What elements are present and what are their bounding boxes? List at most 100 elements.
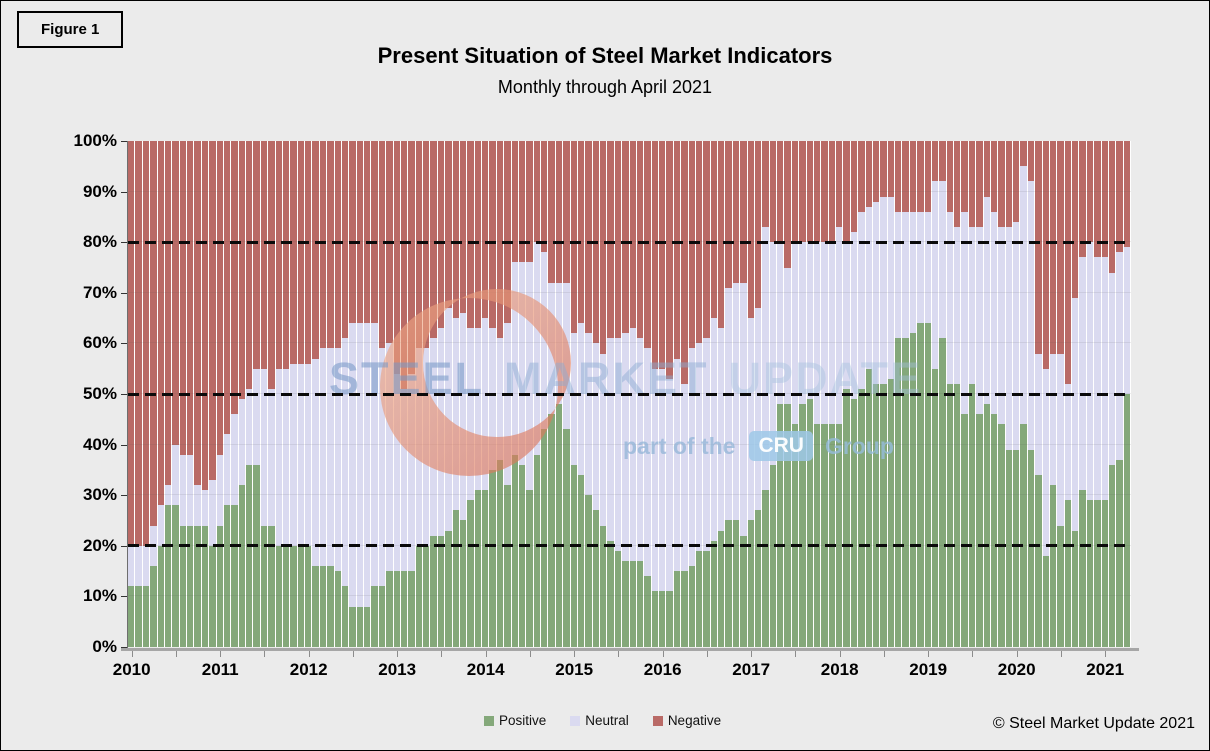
segment-negative <box>939 141 946 182</box>
segment-positive <box>563 429 570 647</box>
segment-positive <box>828 424 835 647</box>
segment-neutral <box>703 338 710 551</box>
segment-negative <box>732 141 740 283</box>
segment-negative <box>1013 141 1020 222</box>
segment-neutral <box>636 338 644 561</box>
segment-positive <box>577 474 585 647</box>
segment-positive <box>135 586 142 647</box>
segment-negative <box>364 141 371 324</box>
segment-neutral <box>983 196 990 405</box>
segment-positive <box>806 399 813 647</box>
y-axis-tick <box>121 647 127 648</box>
segment-positive <box>526 490 533 647</box>
segment-negative <box>164 141 172 486</box>
y-axis-tick <box>121 495 127 497</box>
x-axis-label-2018: 2018 <box>820 660 859 679</box>
segment-positive <box>194 525 201 647</box>
segment-neutral <box>430 338 437 536</box>
y-axis-label-80: 80% <box>82 232 117 252</box>
segment-positive <box>585 495 592 647</box>
stacked-bars <box>128 141 1131 647</box>
segment-positive <box>872 383 880 647</box>
segment-positive <box>496 459 504 647</box>
x-axis-label-2016: 2016 <box>643 660 682 679</box>
segment-neutral <box>931 181 939 369</box>
segment-negative <box>990 141 998 212</box>
positive-swatch-icon <box>484 715 494 726</box>
segment-neutral <box>142 545 150 587</box>
segment-positive <box>349 606 356 647</box>
segment-neutral <box>290 363 297 546</box>
segment-negative <box>496 141 504 339</box>
segment-negative <box>813 141 821 243</box>
segment-neutral <box>474 328 481 491</box>
segment-positive <box>695 550 703 647</box>
x-axis-tick <box>618 651 620 657</box>
segment-neutral <box>1049 353 1057 486</box>
segment-positive <box>437 535 445 647</box>
segment-neutral <box>909 211 917 334</box>
segment-neutral <box>312 358 319 567</box>
segment-negative <box>268 141 275 389</box>
y-axis-label-100: 100% <box>73 131 117 150</box>
segment-neutral <box>334 348 341 572</box>
segment-neutral <box>482 318 489 491</box>
segment-positive <box>482 490 489 647</box>
segment-positive <box>902 338 909 647</box>
segment-positive <box>725 520 732 647</box>
segment-positive <box>246 464 253 647</box>
plot-area <box>128 141 1131 647</box>
segment-neutral <box>1108 272 1116 465</box>
segment-positive <box>629 560 636 647</box>
segment-positive <box>172 505 179 647</box>
segment-positive <box>393 571 400 647</box>
segment-neutral <box>216 454 223 526</box>
segment-positive <box>282 545 290 647</box>
segment-positive <box>754 510 762 647</box>
segment-positive <box>939 338 946 647</box>
segment-negative <box>1108 141 1116 273</box>
segment-neutral <box>872 201 880 384</box>
segment-positive <box>895 338 902 647</box>
segment-positive <box>201 525 209 647</box>
segment-neutral <box>895 211 902 339</box>
segment-neutral <box>164 485 172 506</box>
segment-neutral <box>268 388 275 526</box>
x-axis-tick <box>352 651 354 657</box>
segment-neutral <box>437 328 445 536</box>
segment-positive <box>1116 459 1123 647</box>
segment-positive <box>1108 464 1116 647</box>
segment-negative <box>179 141 186 455</box>
segment-neutral <box>297 363 304 546</box>
segment-negative <box>334 141 341 349</box>
segment-negative <box>651 141 658 369</box>
x-axis-tick <box>529 651 531 657</box>
segment-neutral <box>459 313 467 521</box>
segment-neutral <box>644 348 651 577</box>
y-axis-label-0: 0% <box>92 637 117 656</box>
segment-positive <box>445 530 452 647</box>
copyright-text: © Steel Market Update 2021 <box>992 715 1195 732</box>
segment-neutral <box>1005 227 1012 450</box>
segment-positive <box>400 571 408 647</box>
segment-neutral <box>378 348 386 587</box>
segment-positive <box>946 383 953 647</box>
segment-positive <box>747 520 754 647</box>
segment-negative <box>710 141 717 319</box>
segment-neutral <box>799 242 806 405</box>
segment-negative <box>659 141 666 369</box>
segment-negative <box>526 141 533 263</box>
segment-positive <box>319 566 327 647</box>
segment-positive <box>917 323 924 647</box>
segment-positive <box>607 540 614 647</box>
segment-negative <box>570 141 577 334</box>
segment-negative <box>172 141 179 445</box>
segment-neutral <box>489 328 496 470</box>
segment-negative <box>1064 141 1071 384</box>
segment-positive <box>150 566 157 647</box>
segment-neutral <box>1020 166 1027 425</box>
segment-negative <box>1101 141 1108 258</box>
segment-positive <box>850 399 858 647</box>
segment-positive <box>164 505 172 647</box>
neutral-swatch-icon <box>570 715 581 726</box>
